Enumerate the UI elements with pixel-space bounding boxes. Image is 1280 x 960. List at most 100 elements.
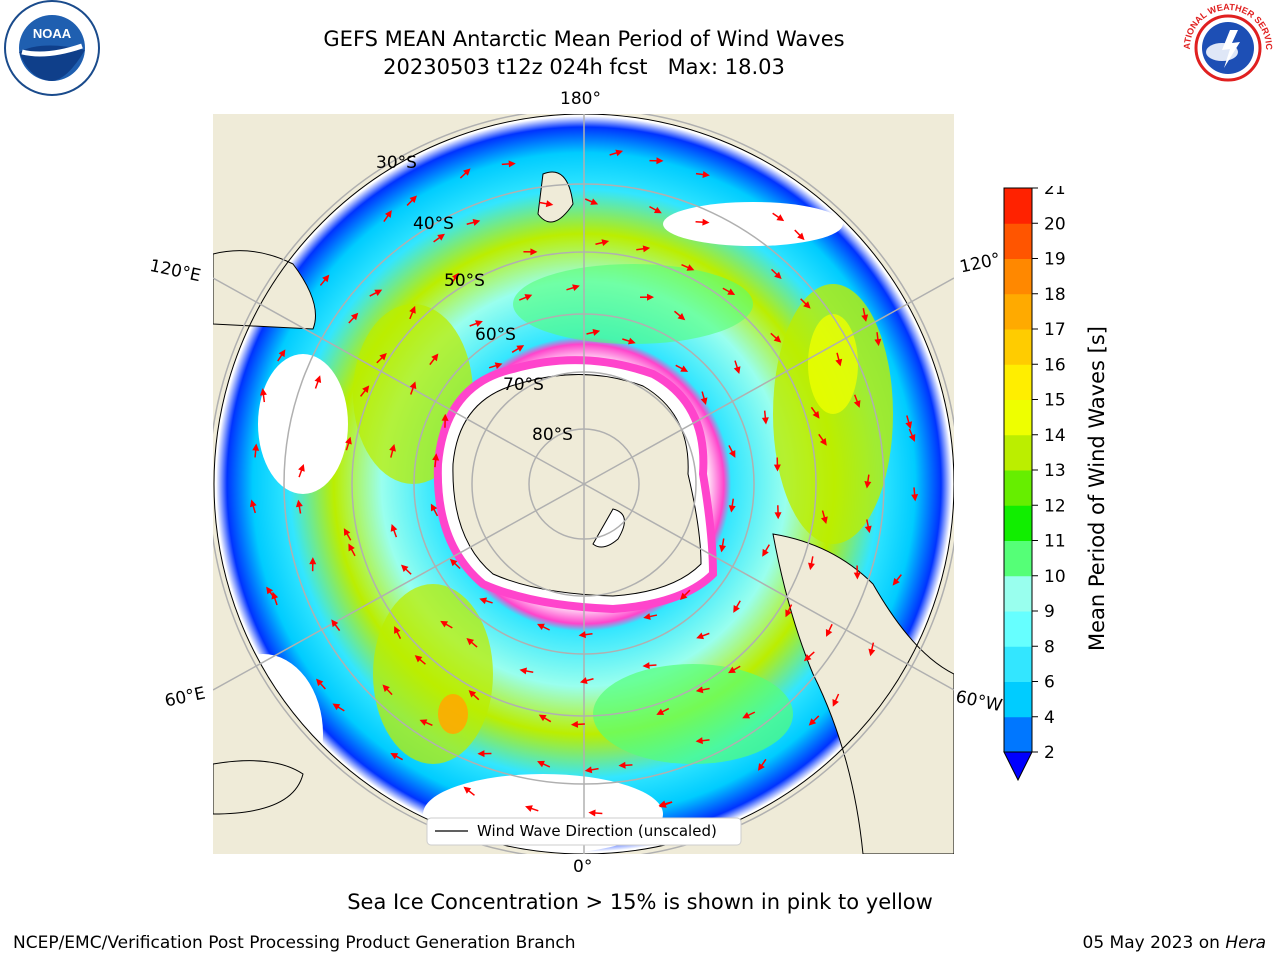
colorbar-block — [1004, 258, 1032, 295]
footer-date: 05 May 2023 on Hera — [1083, 933, 1267, 953]
wave-arrow-head — [578, 631, 586, 639]
colorbar-tick-label: 13 — [1044, 461, 1066, 481]
wave-arrow-head — [658, 801, 667, 808]
australia — [213, 250, 316, 330]
wave-arrow-head — [911, 494, 919, 502]
wave-arrow-head — [570, 720, 579, 728]
wave-arrow-head — [618, 761, 626, 769]
wave-arrow-head — [537, 623, 545, 631]
wave-patch — [513, 264, 753, 344]
wave-arrow-head — [700, 397, 708, 406]
wave-arrow-head — [332, 703, 341, 711]
wave-arrow-head — [819, 438, 827, 446]
colorbar-block — [1004, 470, 1032, 506]
wave-arrow-head — [874, 338, 882, 347]
colorbar-block — [1004, 434, 1032, 471]
colorbar-block — [1004, 575, 1032, 612]
wave-arrow-head — [727, 288, 736, 295]
wave-arrow-head — [316, 678, 324, 687]
wave-arrow-head — [432, 453, 440, 461]
wave-arrow-head — [696, 632, 704, 640]
wave-arrow-head — [525, 805, 533, 812]
wave-arrow-head — [389, 443, 396, 452]
wave-arrow-head — [808, 718, 817, 726]
colorbar-tick-label: 19 — [1044, 250, 1066, 270]
wave-arrow-head — [588, 809, 596, 817]
footer-date-text: 05 May 2023 on — [1082, 933, 1220, 953]
wave-arrow-head — [409, 305, 416, 314]
wave-arrow-head — [729, 450, 736, 458]
colorbar-tick-label: 8 — [1044, 637, 1055, 657]
noaa-logo: NOAA — [4, 0, 100, 96]
wave-arrow-head — [803, 654, 812, 662]
wave-arrow-head — [419, 719, 428, 726]
lat-label-60s: 60°S — [475, 325, 516, 345]
wave-arrow-head — [314, 375, 322, 384]
wave-arrow-head — [656, 157, 664, 165]
colorbar-tick-label: 20 — [1044, 214, 1066, 234]
colorbar-block — [1004, 716, 1032, 753]
wave-arrow-head — [785, 609, 792, 618]
wave-arrow-head — [409, 381, 417, 390]
wave-arrow-head — [252, 443, 260, 451]
wave-arrow-head — [592, 329, 601, 336]
wave-arrow-head — [382, 684, 390, 692]
wave-arrow-head — [350, 312, 359, 321]
colorbar-block — [1004, 681, 1032, 718]
wave-arrow-head — [440, 620, 449, 628]
wave-arrow-head — [761, 417, 769, 425]
lon-label-60e: 60°E — [163, 683, 208, 712]
wave-arrow-head — [494, 362, 503, 370]
wave-arrow-head — [345, 436, 352, 445]
wave-arrow-head — [774, 512, 782, 520]
wave-arrow-head — [441, 413, 449, 421]
wave-arrow-head — [695, 686, 704, 694]
wave-arrow-head — [508, 160, 516, 168]
wave-arrow-head — [762, 548, 769, 557]
wave-arrow-head — [472, 219, 481, 226]
wave-arrow-head — [702, 171, 710, 178]
ice-shelf — [592, 508, 625, 548]
colorbar-tick-label: 14 — [1044, 426, 1066, 446]
wave-arrow-head — [384, 210, 392, 218]
wave-arrow-head — [479, 597, 488, 605]
wave-arrow-head — [733, 605, 740, 613]
wave-arrow-head — [477, 750, 485, 758]
wave-arrow-head — [343, 528, 351, 536]
wave-arrow-head — [545, 200, 554, 208]
colorbar: 2 4 6 8 9 10 11 12 13 14 15 16 17 18 19 20 21 Mean Perio… — [1003, 186, 1109, 782]
colorbar-tick-label: 12 — [1044, 496, 1066, 516]
colorbar-block — [1004, 293, 1032, 330]
wave-arrow-head — [677, 313, 686, 321]
colorbar-tick-label: 6 — [1044, 673, 1055, 693]
wave-arrow-head — [584, 766, 593, 774]
wave-arrow-head — [259, 388, 267, 396]
wave-arrow-head — [757, 763, 765, 771]
africa — [213, 760, 304, 815]
wave-arrow-head — [348, 543, 355, 552]
wave-arrow-head — [590, 198, 599, 205]
wave-arrow-head — [853, 400, 861, 408]
wave-arrow-head — [437, 233, 445, 241]
wave-arrow-head — [656, 708, 665, 715]
wave-arrow-head — [322, 274, 330, 283]
plot-subtitle: 20230503 t12z 024h fcst Max: 18.03 — [383, 55, 785, 79]
colorbar-tick-label: 10 — [1044, 567, 1066, 587]
wave-arrow-head — [466, 638, 475, 646]
wave-arrow-head — [266, 586, 274, 595]
wave-arrow-head — [572, 284, 580, 292]
colorbar-tick-label: 11 — [1044, 532, 1066, 552]
wave-arrow-head — [249, 499, 257, 508]
colorbar-block — [1004, 505, 1032, 541]
wave-arrow-head — [642, 245, 651, 253]
colorbar-tick-label: 18 — [1044, 285, 1066, 305]
wave-arrow-head — [861, 314, 869, 322]
wave-arrow-head — [537, 760, 545, 768]
wave-arrow-head — [680, 365, 689, 372]
wave-arrow-head — [719, 544, 727, 553]
wave-arrow-head — [702, 218, 710, 226]
colorbar-blocks — [1003, 187, 1033, 782]
wave-arrow-head — [409, 195, 417, 203]
wave-arrow-head — [853, 572, 861, 580]
legend-label: Wind Wave Direction (unscaled) — [477, 822, 717, 840]
